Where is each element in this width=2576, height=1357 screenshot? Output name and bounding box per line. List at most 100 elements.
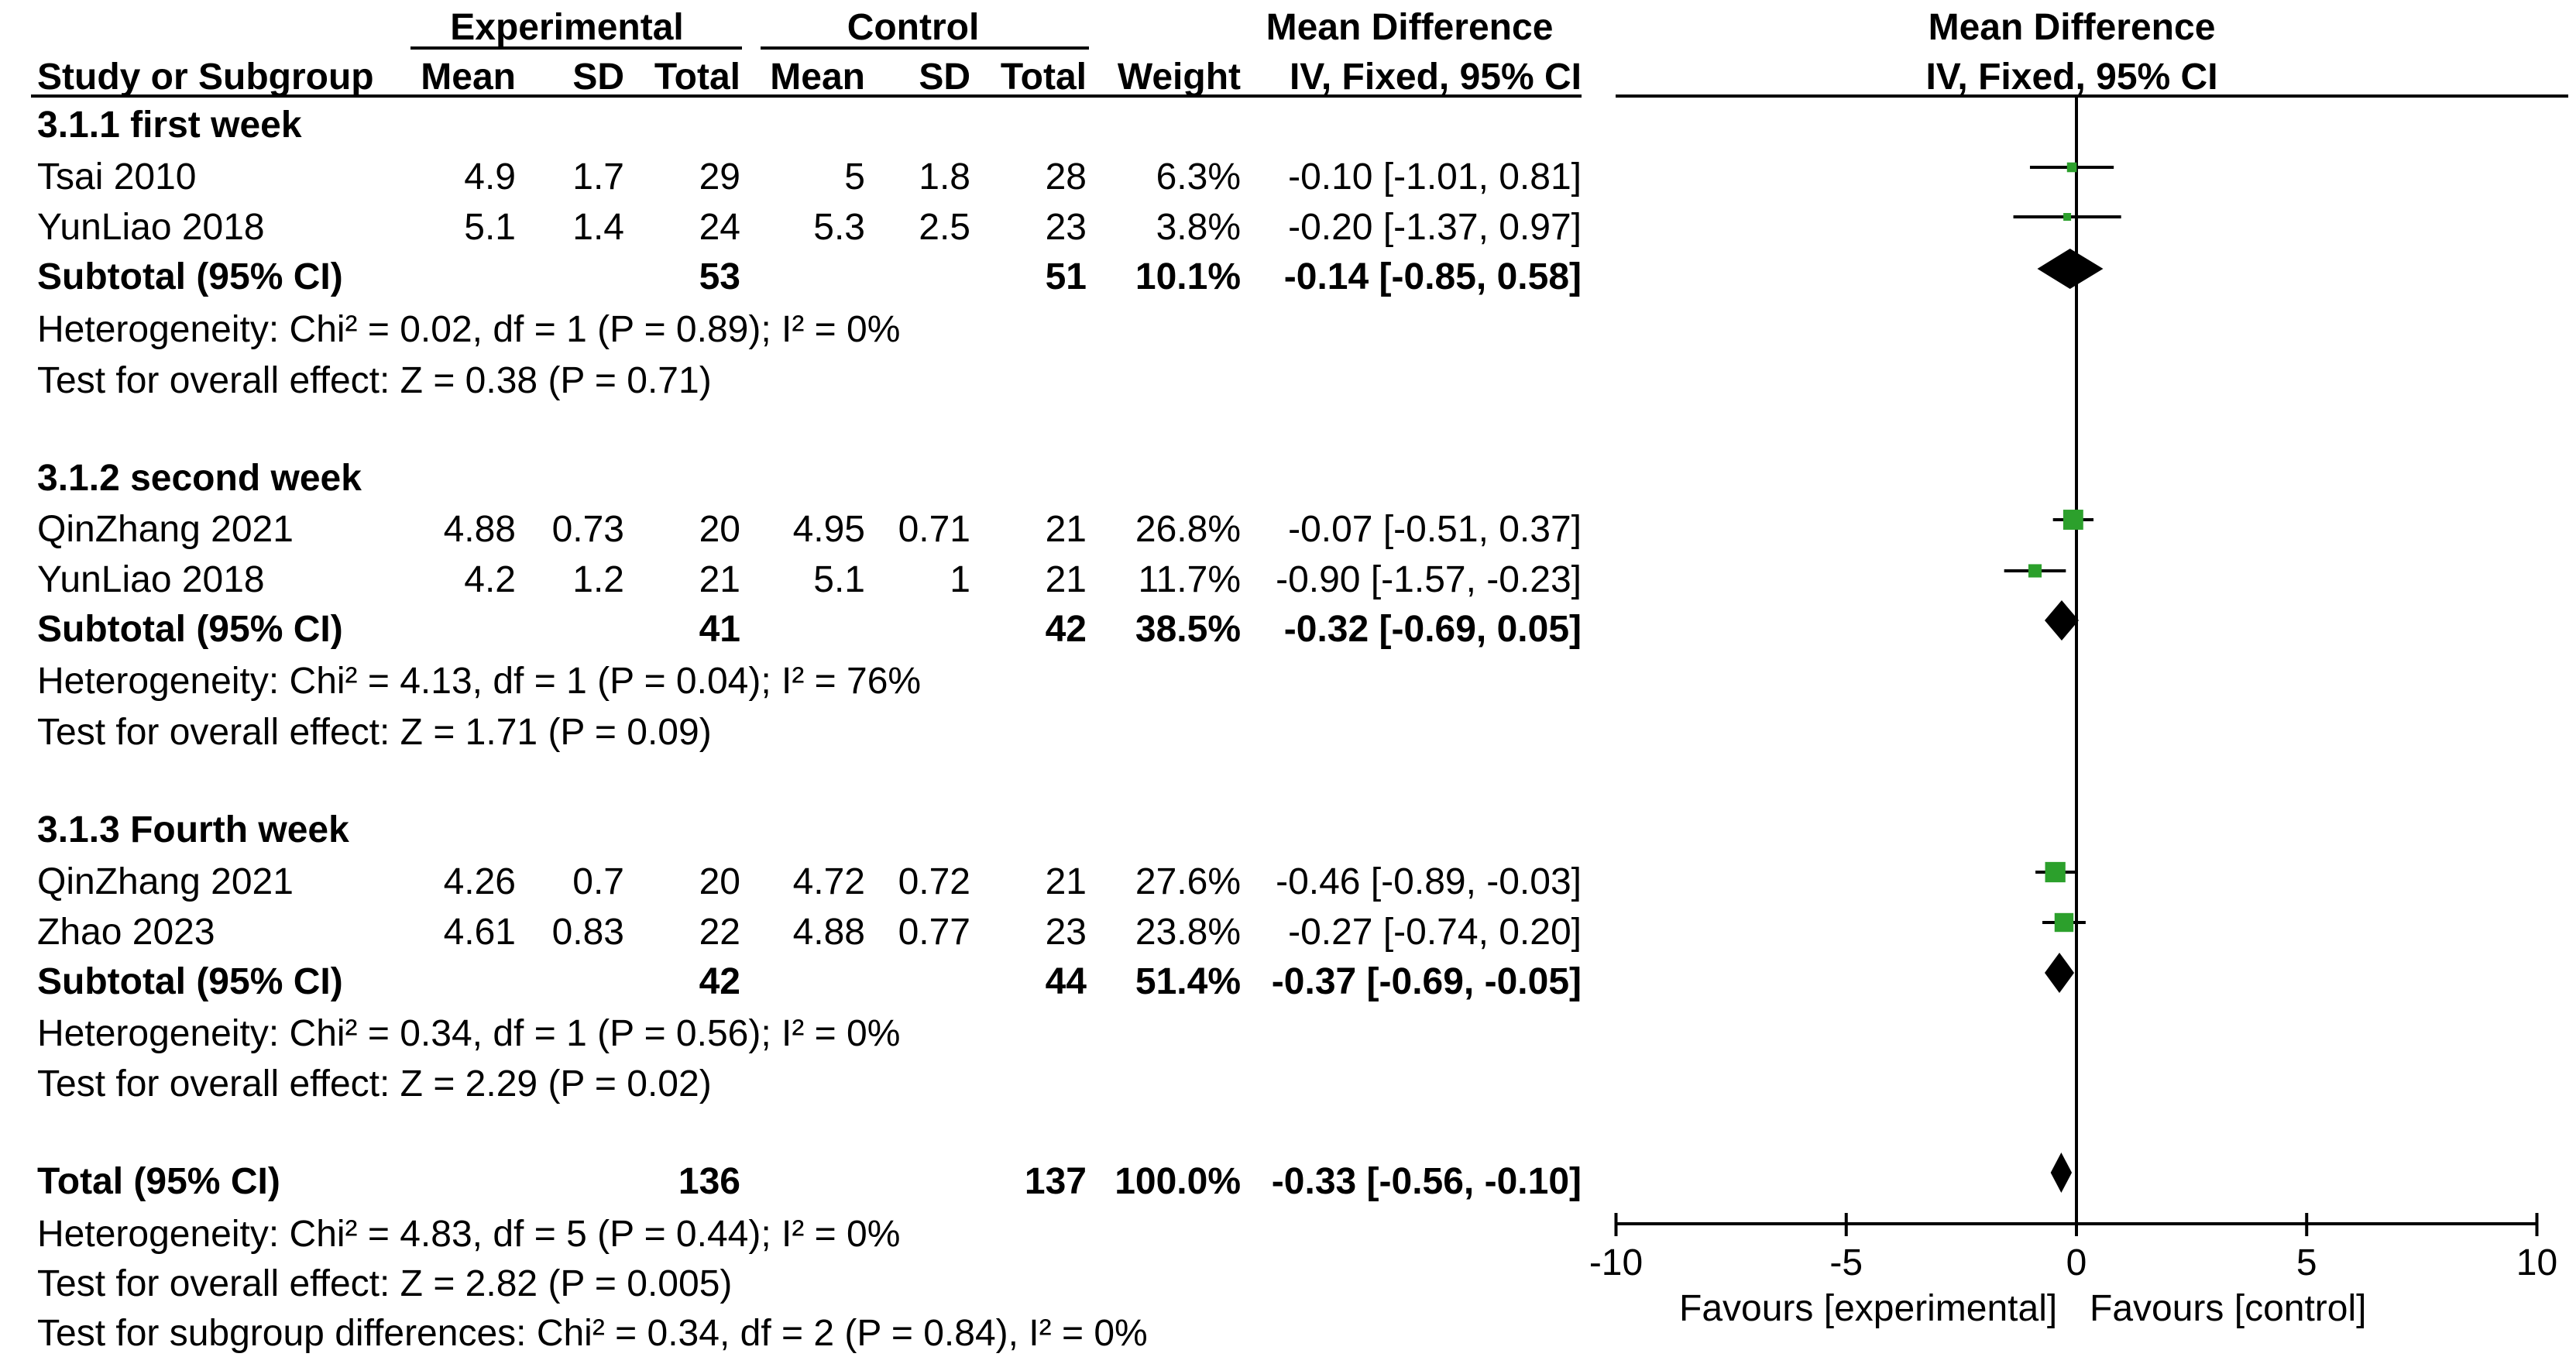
e-sd: 0.83 — [551, 912, 624, 953]
c-mean: 5.1 — [813, 559, 865, 600]
x-tick-label: 10 — [2516, 1242, 2557, 1283]
e-mean: 4.88 — [443, 509, 516, 550]
e-mean: 4.2 — [464, 559, 516, 600]
subtotal-ci: -0.32 [-0.69, 0.05] — [1283, 609, 1582, 650]
favours-experimental-label: Favours [experimental] — [1679, 1288, 2058, 1329]
header-e-total: Total — [654, 57, 740, 98]
study-name: Tsai 2010 — [37, 156, 197, 198]
e-sd: 0.7 — [572, 861, 624, 902]
c-sd: 1.8 — [919, 156, 970, 198]
overall-effect-text: Test for overall effect: Z = 2.29 (P = 0… — [37, 1063, 712, 1104]
subtotal-ci: -0.37 [-0.69, -0.05] — [1271, 961, 1582, 1002]
e-sd: 1.4 — [572, 207, 624, 248]
group-title: 3.1.3 Fourth week — [37, 809, 349, 850]
total-c-total: 137 — [1024, 1161, 1087, 1202]
subtotal-c-total: 42 — [1045, 609, 1087, 650]
subtotal-e-total: 42 — [699, 961, 740, 1002]
e-sd: 1.7 — [572, 156, 624, 198]
e-total: 21 — [699, 559, 740, 600]
header-e-mean: Mean — [421, 57, 516, 98]
header-plot-title: Mean Difference — [1928, 7, 2216, 48]
e-total: 20 — [699, 509, 740, 550]
c-mean: 4.95 — [792, 509, 865, 550]
header-rule-plot — [1616, 94, 2568, 98]
subtotal-weight: 10.1% — [1135, 256, 1241, 297]
header-rule-control — [761, 46, 1089, 50]
heterogeneity-text: Heterogeneity: Chi² = 0.02, df = 1 (P = … — [37, 309, 901, 350]
subtotal-e-total: 41 — [699, 609, 740, 650]
ci: -0.10 [-1.01, 0.81] — [1288, 156, 1582, 198]
e-sd: 1.2 — [572, 559, 624, 600]
c-mean: 5 — [844, 156, 865, 198]
header-rule-experimental — [410, 46, 742, 50]
study-marker — [2063, 213, 2072, 221]
group-title: 3.1.1 first week — [37, 105, 302, 146]
subtotal-c-total: 44 — [1045, 961, 1087, 1002]
total-weight: 100.0% — [1115, 1161, 1241, 1202]
c-sd: 0.71 — [898, 509, 970, 550]
header-study: Study or Subgroup — [37, 57, 374, 98]
e-sd: 0.73 — [551, 509, 624, 550]
header-rule-main — [31, 94, 1582, 98]
group-title: 3.1.2 second week — [37, 458, 362, 499]
header-c-mean: Mean — [770, 57, 865, 98]
subtotal-c-total: 51 — [1045, 256, 1087, 297]
study-name: YunLiao 2018 — [37, 207, 265, 248]
e-mean: 4.61 — [443, 912, 516, 953]
subgroup-differences-text: Test for subgroup differences: Chi² = 0.… — [37, 1313, 1148, 1354]
subtotal-e-total: 53 — [699, 256, 740, 297]
header-plot-method: IV, Fixed, 95% CI — [1925, 57, 2218, 98]
e-total: 29 — [699, 156, 740, 198]
header-md-method: IV, Fixed, 95% CI — [1289, 57, 1582, 98]
subtotal-weight: 38.5% — [1135, 609, 1241, 650]
weight: 26.8% — [1135, 509, 1241, 550]
header-control: Control — [847, 7, 980, 48]
subtotal-label: Subtotal (95% CI) — [37, 256, 343, 297]
x-tick-label: -10 — [1589, 1242, 1643, 1283]
header-c-total: Total — [1000, 57, 1087, 98]
c-total: 21 — [1045, 509, 1087, 550]
overall-effect-text: Test for overall effect: Z = 0.38 (P = 0… — [37, 360, 712, 401]
study-marker — [2066, 162, 2077, 173]
heterogeneity-text: Heterogeneity: Chi² = 4.13, df = 1 (P = … — [37, 661, 922, 702]
e-mean: 4.9 — [464, 156, 516, 198]
study-marker — [2045, 861, 2066, 883]
overall-effect-text: Test for overall effect: Z = 1.71 (P = 0… — [37, 712, 712, 753]
study-name: Zhao 2023 — [37, 912, 215, 953]
total-e-total: 136 — [678, 1161, 740, 1202]
total-heterogeneity-text: Heterogeneity: Chi² = 4.83, df = 5 (P = … — [37, 1214, 901, 1255]
header-experimental: Experimental — [450, 7, 684, 48]
weight: 27.6% — [1135, 861, 1241, 902]
e-total: 24 — [699, 207, 740, 248]
e-mean: 4.26 — [443, 861, 516, 902]
c-sd: 0.77 — [898, 912, 970, 953]
c-total: 28 — [1045, 156, 1087, 198]
c-sd: 0.72 — [898, 861, 970, 902]
study-marker — [2054, 912, 2074, 933]
c-mean: 5.3 — [813, 207, 865, 248]
study-name: YunLiao 2018 — [37, 559, 265, 600]
header-e-sd: SD — [572, 57, 624, 98]
study-marker — [2028, 564, 2042, 578]
c-total: 21 — [1045, 861, 1087, 902]
c-total: 23 — [1045, 207, 1087, 248]
c-mean: 4.72 — [792, 861, 865, 902]
c-sd: 1 — [950, 559, 970, 600]
c-mean: 4.88 — [792, 912, 865, 953]
subtotal-diamond — [2044, 600, 2079, 641]
c-total: 21 — [1045, 559, 1087, 600]
c-sd: 2.5 — [919, 207, 970, 248]
total-overall-effect-text: Test for overall effect: Z = 2.82 (P = 0… — [37, 1263, 733, 1304]
c-total: 23 — [1045, 912, 1087, 953]
total-ci: -0.33 [-0.56, -0.10] — [1271, 1161, 1582, 1202]
header-weight: Weight — [1117, 57, 1241, 98]
ci: -0.90 [-1.57, -0.23] — [1276, 559, 1582, 600]
x-tick-label: -5 — [1829, 1242, 1863, 1283]
header-c-sd: SD — [919, 57, 970, 98]
subtotal-diamond — [2037, 249, 2104, 289]
study-name: QinZhang 2021 — [37, 861, 294, 902]
ci: -0.20 [-1.37, 0.97] — [1288, 207, 1582, 248]
e-mean: 5.1 — [464, 207, 516, 248]
ci: -0.46 [-0.89, -0.03] — [1276, 861, 1582, 902]
